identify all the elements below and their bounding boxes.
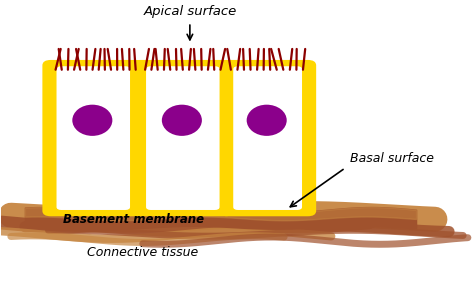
Ellipse shape (246, 105, 287, 136)
Ellipse shape (73, 105, 112, 136)
FancyBboxPatch shape (132, 60, 234, 216)
FancyBboxPatch shape (233, 66, 302, 210)
Text: Apical surface: Apical surface (143, 5, 237, 18)
Text: Connective tissue: Connective tissue (87, 246, 199, 259)
FancyBboxPatch shape (42, 60, 144, 216)
FancyBboxPatch shape (219, 60, 316, 216)
Text: Basement membrane: Basement membrane (63, 213, 204, 226)
Ellipse shape (162, 105, 202, 136)
FancyBboxPatch shape (56, 66, 130, 210)
FancyBboxPatch shape (146, 66, 219, 210)
Text: Basal surface: Basal surface (350, 152, 434, 165)
